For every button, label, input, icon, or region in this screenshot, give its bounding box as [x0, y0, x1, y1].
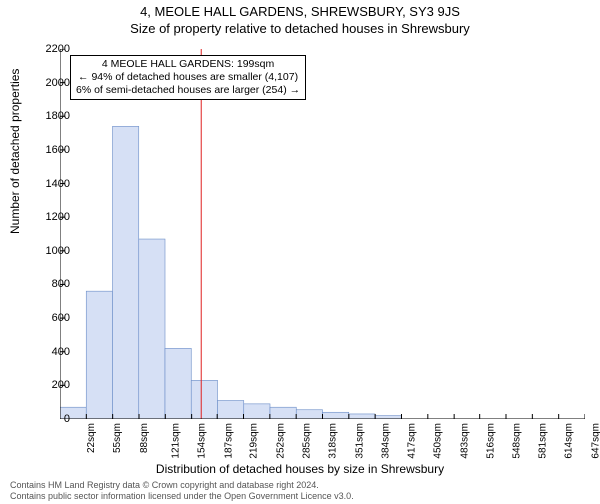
y-tick-label: 1400 [46, 178, 70, 190]
x-tick-label: 219sqm [249, 423, 260, 459]
y-tick-label: 1000 [46, 245, 70, 257]
x-tick-label: 22sqm [86, 423, 97, 453]
annotation-line1: 4 MEOLE HALL GARDENS: 199sqm [76, 58, 300, 71]
x-tick-label: 285sqm [301, 423, 312, 459]
x-tick-label: 55sqm [112, 423, 123, 453]
x-tick-label: 318sqm [328, 423, 339, 459]
y-axis-label: Number of detached properties [8, 69, 22, 234]
x-tick-label: 614sqm [564, 423, 575, 459]
y-tick-label: 2200 [46, 43, 70, 55]
chart-title: 4, MEOLE HALL GARDENS, SHREWSBURY, SY3 9… [0, 4, 600, 19]
x-tick-label: 417sqm [407, 423, 418, 459]
x-tick-label: 252sqm [275, 423, 286, 459]
x-tick-label: 647sqm [590, 423, 600, 459]
x-tick-label: 548sqm [511, 423, 522, 459]
x-tick-label: 581sqm [538, 423, 549, 459]
x-tick-label: 384sqm [380, 423, 391, 459]
annotation-box: 4 MEOLE HALL GARDENS: 199sqm ← 94% of de… [70, 55, 306, 100]
y-tick-label: 200 [52, 379, 70, 391]
annotation-line3: 6% of semi-detached houses are larger (2… [76, 84, 300, 97]
x-tick-label: 483sqm [459, 423, 470, 459]
x-tick-label: 88sqm [139, 423, 150, 453]
y-tick-label: 0 [64, 413, 70, 425]
annotation-line2: ← 94% of detached houses are smaller (4,… [76, 71, 300, 84]
y-tick-label: 1800 [46, 110, 70, 122]
y-tick-label: 2000 [46, 77, 70, 89]
footer-line1: Contains HM Land Registry data © Crown c… [10, 480, 354, 491]
histogram-plot [60, 49, 585, 419]
x-tick-label: 351sqm [354, 423, 365, 459]
chart-area: 4 MEOLE HALL GARDENS: 199sqm ← 94% of de… [60, 49, 585, 419]
y-tick-label: 1600 [46, 144, 70, 156]
chart-subtitle: Size of property relative to detached ho… [0, 21, 600, 36]
x-tick-label: 450sqm [433, 423, 444, 459]
x-axis-label: Distribution of detached houses by size … [0, 462, 600, 476]
y-tick-label: 400 [52, 346, 70, 358]
x-tick-label: 187sqm [223, 423, 234, 459]
x-tick-label: 121sqm [171, 423, 182, 459]
x-tick-label: 154sqm [197, 423, 208, 459]
footer: Contains HM Land Registry data © Crown c… [10, 480, 354, 502]
y-tick-label: 1200 [46, 211, 70, 223]
chart-container: 4, MEOLE HALL GARDENS, SHREWSBURY, SY3 9… [0, 4, 600, 504]
y-tick-label: 600 [52, 312, 70, 324]
x-tick-label: 516sqm [486, 423, 497, 459]
footer-line2: Contains public sector information licen… [10, 491, 354, 502]
y-tick-label: 800 [52, 278, 70, 290]
